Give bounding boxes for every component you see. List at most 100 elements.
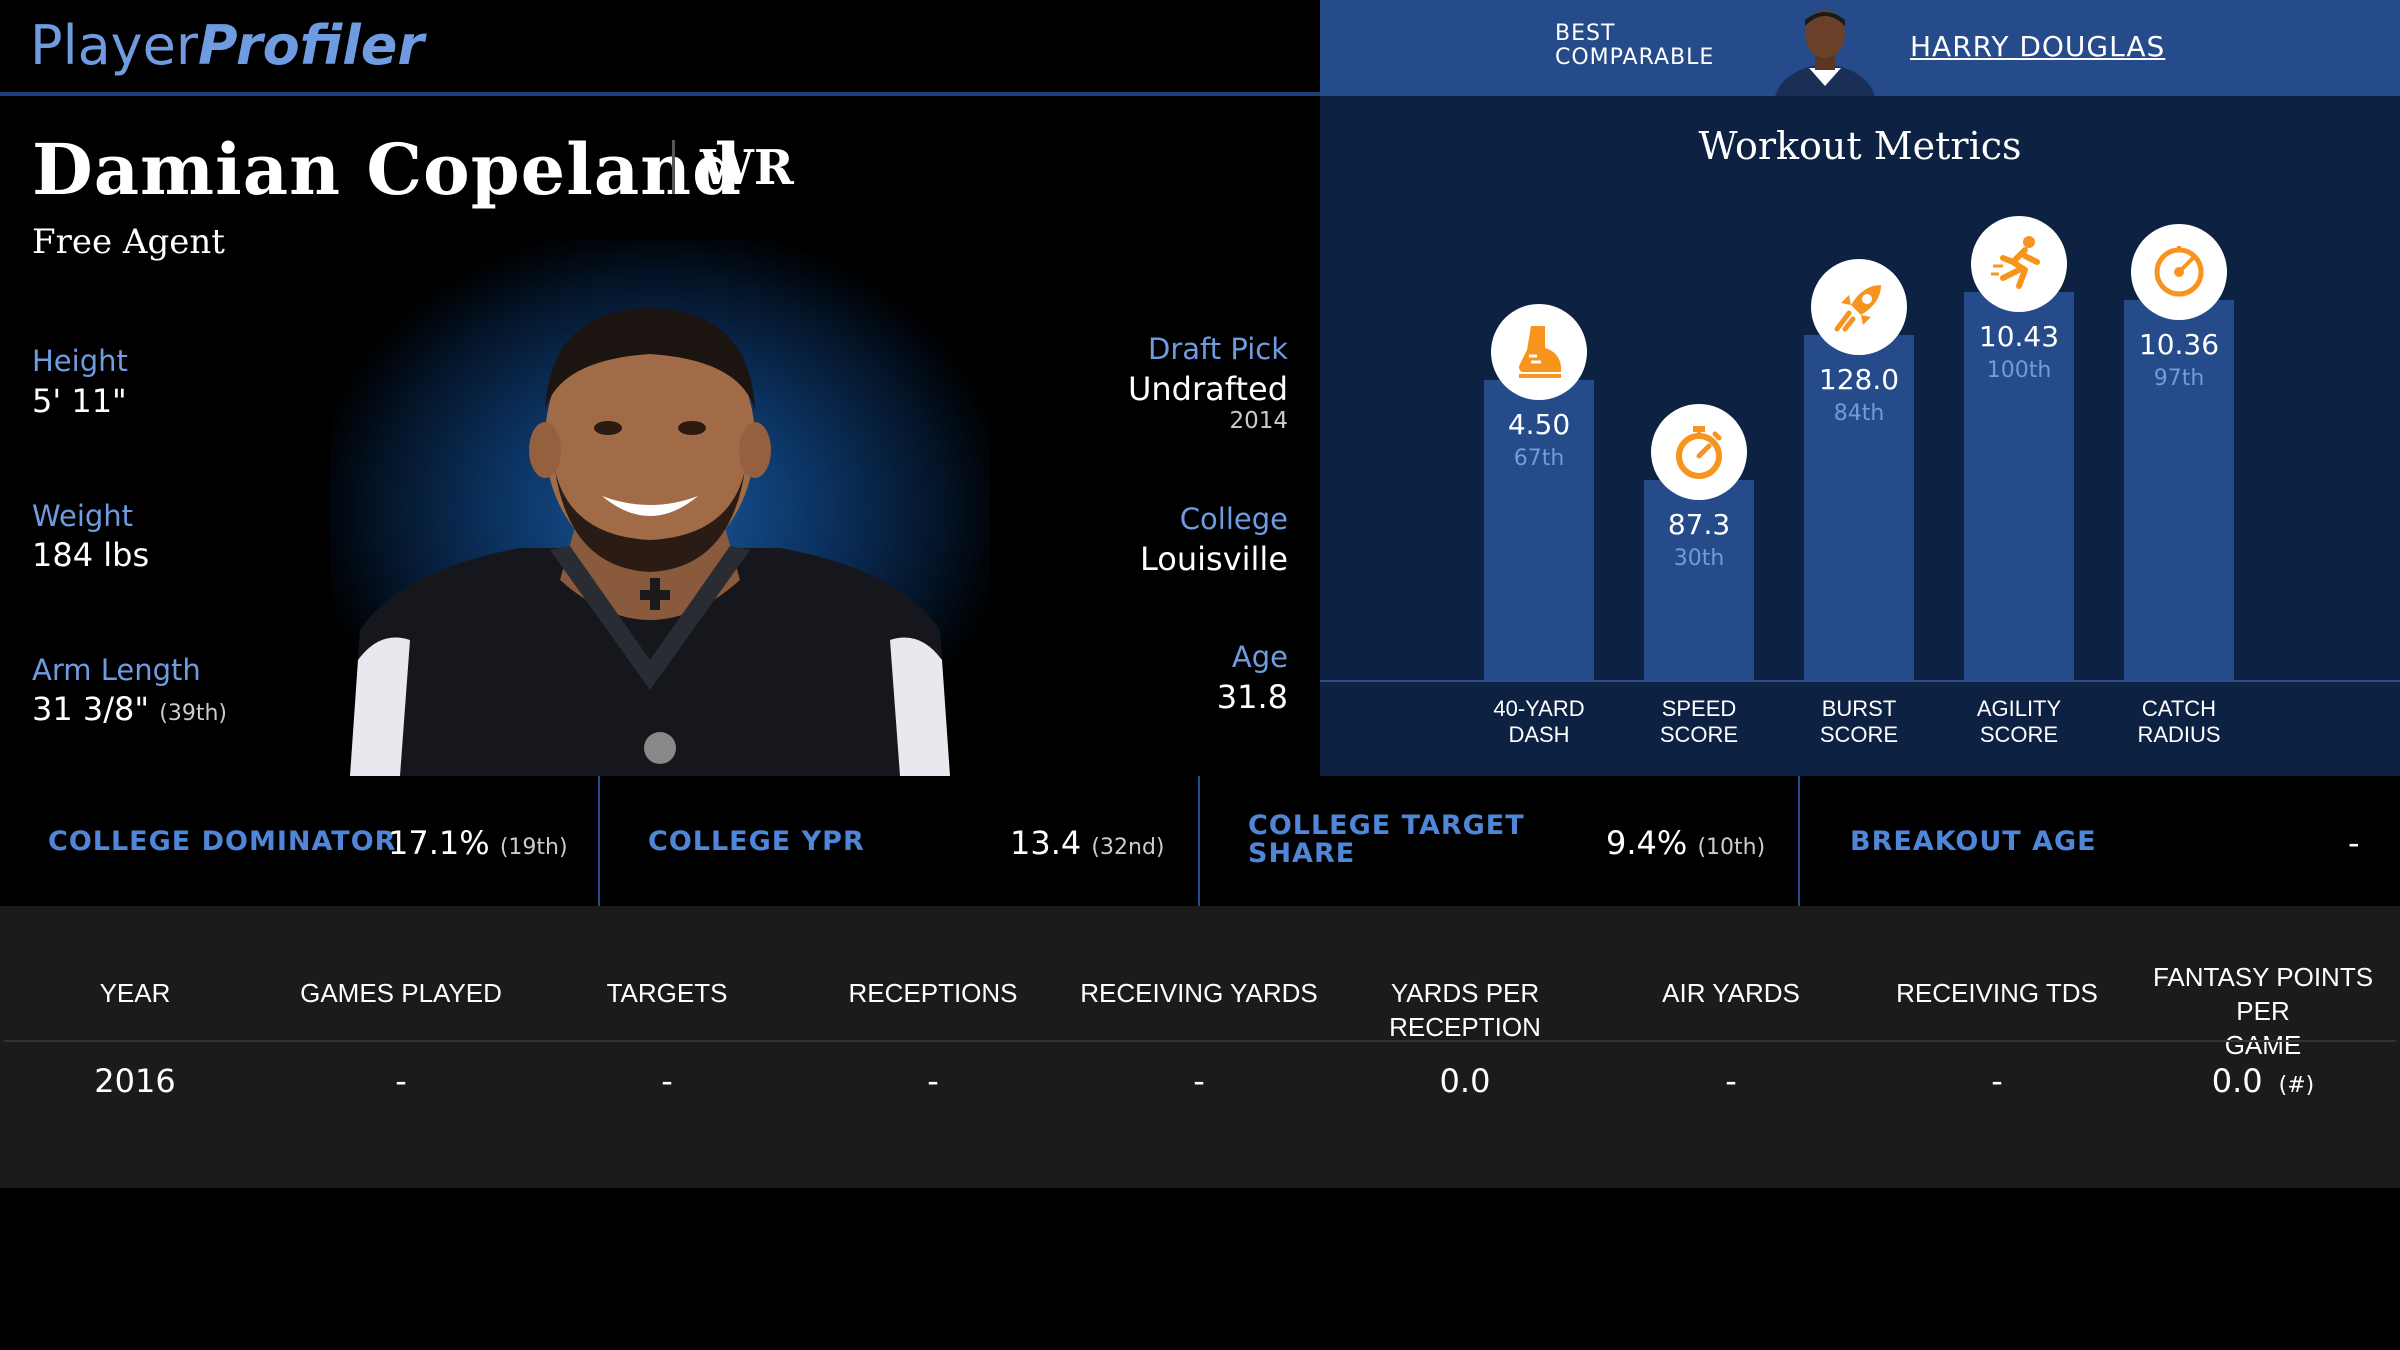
height-label: Height: [32, 344, 128, 378]
stat-breakout-age: BREAKOUT AGE -: [1798, 776, 2400, 906]
stat-college-target-share: COLLEGE TARGET SHARE 9.4% (10th): [1198, 776, 1800, 906]
best-comparable-photo[interactable]: [1765, 2, 1885, 96]
metric-value: 128.0: [1818, 362, 1900, 396]
site-logo[interactable]: PlayerProfiler: [30, 14, 424, 77]
best-comparable-label-line1: BEST: [1555, 21, 1616, 46]
arm-length-value: 31 3/8" (39th): [32, 690, 227, 728]
table-cell-value: -: [927, 1062, 939, 1100]
stat-college-ypr: COLLEGE YPR 13.4 (32nd): [598, 776, 1200, 906]
draft-year: 2014: [1229, 408, 1288, 434]
metric-percentile: 84th: [1833, 400, 1885, 426]
stat-value: 13.4 (32nd): [1010, 824, 1165, 862]
stat-label: COLLEGE YPR: [648, 826, 865, 857]
metric-label-line1: CATCH: [2141, 696, 2217, 721]
stat-value: 9.4% (10th): [1606, 824, 1765, 862]
logo-text-profiler: Profiler: [198, 14, 424, 77]
metric-bar[interactable]: [1804, 334, 1914, 680]
table-cell: -: [268, 1062, 534, 1100]
weight-label: Weight: [32, 499, 134, 533]
stat-label: COLLEGE TARGET SHARE: [1248, 812, 1525, 868]
stat-label-line1: COLLEGE TARGET: [1248, 810, 1525, 841]
table-header-text-line2: GAME: [2224, 1030, 2302, 1060]
metric-label: 40-YARD DASH: [1459, 696, 1619, 748]
height-value: 5' 11": [32, 382, 127, 420]
table-header-cell[interactable]: RECEPTIONS: [800, 976, 1066, 1010]
metric-label-line1: AGILITY: [1976, 696, 2062, 721]
table-cell: -: [534, 1062, 800, 1100]
metric-value: 10.43: [1978, 320, 2060, 353]
table-cell-value: 0.0: [2211, 1062, 2263, 1100]
draft-pick-value: Undrafted: [1127, 370, 1288, 408]
table-cell-value: -: [661, 1062, 673, 1100]
player-position: WR: [700, 140, 794, 196]
table-header-cell[interactable]: FANTASY POINTS PER GAME: [2130, 960, 2396, 1062]
table-header-cell[interactable]: RECEIVING TDS: [1864, 976, 2130, 1010]
table-cell: 2016: [2, 1062, 268, 1100]
table-header-text: GAMES PLAYED: [300, 978, 502, 1008]
table-cell-value: -: [395, 1062, 407, 1100]
stat-value: 17.1% (19th): [388, 824, 568, 862]
player-name: Damian Copeland: [32, 128, 743, 211]
metric-label: SPEED SCORE: [1619, 696, 1779, 748]
metric-label-line2: DASH: [1508, 722, 1570, 747]
metric-label-line1: BURST: [1821, 696, 1897, 721]
table-header-text: RECEPTIONS: [848, 978, 1018, 1008]
stat-number: 9.4%: [1606, 824, 1688, 862]
rocket-icon: [1811, 258, 1907, 355]
college-label: College: [1179, 502, 1288, 536]
table-header-text: RECEIVING TDS: [1896, 978, 2098, 1008]
fantasy-rank: (#): [2278, 1073, 2315, 1098]
stat-rank: (10th): [1697, 835, 1766, 860]
metric-bar[interactable]: [1484, 380, 1594, 680]
table-cell: -: [800, 1062, 1066, 1100]
metric-label: AGILITY SCORE: [1939, 696, 2099, 748]
sneaker-icon: [1491, 304, 1587, 401]
age-label: Age: [1231, 640, 1288, 674]
metric-value: 4.50: [1507, 408, 1571, 442]
table-cell-value: 2016: [94, 1062, 176, 1100]
metric-bar[interactable]: [1964, 292, 2074, 680]
stat-label-line2: SHARE: [1248, 838, 1356, 869]
table-cell: -: [1598, 1062, 1864, 1100]
table-cell: 0.0: [1332, 1062, 1598, 1100]
table-header-cell[interactable]: YARDS PER RECEPTION: [1332, 976, 1598, 1044]
table-cell-value: -: [1193, 1062, 1205, 1100]
metric-value: 10.36: [2138, 328, 2220, 362]
metric-bar[interactable]: [2124, 300, 2234, 680]
name-divider: [672, 140, 675, 194]
arm-length-percentile: (39th): [159, 701, 228, 726]
table-divider: [4, 1040, 2396, 1042]
metric-label-line2: SCORE: [1979, 722, 2059, 747]
table-cell: 0.0 (#): [2130, 1062, 2396, 1100]
stopwatch-icon: [1651, 403, 1747, 500]
player-photo: [340, 300, 960, 776]
table-header-cell[interactable]: YEAR: [2, 976, 268, 1010]
stat-label: BREAKOUT AGE: [1850, 826, 2097, 857]
metric-value: 87.3: [1667, 507, 1731, 541]
best-comparable-label: BEST COMPARABLE: [1555, 22, 1714, 70]
arm-length-label: Arm Length: [32, 653, 201, 687]
workout-title: Workout Metrics: [1698, 124, 2022, 168]
table-cell: -: [1864, 1062, 2130, 1100]
college-stats-strip: [0, 776, 2400, 906]
workout-baseline: [1320, 680, 2400, 682]
metric-label: BURST SCORE: [1779, 696, 1939, 748]
table-header-text: RECEIVING YARDS: [1080, 978, 1318, 1008]
table-header-text: YARDS PER RECEPTION: [1389, 978, 1541, 1042]
metric-percentile: 100th: [1986, 358, 2052, 383]
metric-percentile: 30th: [1673, 545, 1725, 571]
table-header-cell[interactable]: RECEIVING YARDS: [1066, 976, 1332, 1010]
metric-label-line2: RADIUS: [2137, 722, 2221, 747]
metric-bar[interactable]: [1644, 479, 1754, 680]
stat-number: 17.1%: [388, 824, 490, 862]
metric-percentile: 97th: [2153, 366, 2205, 392]
weight-value: 184 lbs: [32, 536, 150, 574]
table-header-cell[interactable]: GAMES PLAYED: [268, 976, 534, 1010]
table-cell: -: [1066, 1062, 1332, 1100]
table-header-text: TARGETS: [606, 978, 728, 1008]
season-stats-table: [0, 906, 2400, 1188]
table-header-cell[interactable]: TARGETS: [534, 976, 800, 1010]
best-comparable-link[interactable]: HARRY DOUGLAS: [1910, 30, 2166, 63]
table-header-cell[interactable]: AIR YARDS: [1598, 976, 1864, 1010]
table-cell-value: 0.0: [1439, 1062, 1491, 1100]
